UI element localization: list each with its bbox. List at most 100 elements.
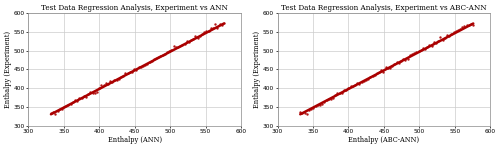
Point [139,65,147,68]
Point [152,57,160,59]
Point [353,82,361,84]
Point [176,45,184,47]
Point [467,23,475,25]
Point [130,67,138,70]
Point [360,80,368,82]
Point [54,110,62,112]
Point [187,39,195,41]
Point [95,87,103,90]
Point [430,41,438,43]
Point [432,42,440,44]
Point [332,94,340,96]
Point [207,27,215,29]
Point [182,40,190,42]
Point [119,75,127,78]
Point [60,106,68,108]
Point [117,76,125,78]
Point [303,113,311,115]
Point [460,25,468,27]
Point [122,72,130,74]
Point [424,46,432,48]
Point [338,92,346,94]
Point [307,108,315,110]
Point [80,95,88,98]
Point [154,56,162,59]
Point [351,84,359,86]
Point [329,97,337,99]
Point [78,96,86,99]
Point [194,37,202,39]
Point [56,108,64,110]
Point [327,98,335,101]
Point [110,79,118,81]
Point [452,30,460,32]
Point [458,25,466,28]
Point [102,82,110,85]
Point [342,89,350,91]
Point [470,23,478,26]
Point [211,23,219,25]
Point [202,30,210,32]
Point [370,73,378,76]
Point [312,105,320,107]
Point [443,33,451,36]
Point [196,34,204,37]
Point [66,103,74,105]
Point [395,62,403,64]
Point [408,53,416,55]
Point [180,43,188,45]
Point [298,112,306,115]
Point [104,83,112,85]
Point [58,108,66,110]
Title: Test Data Regression Analysis, Experiment vs ABC-ANN: Test Data Regression Analysis, Experimen… [281,4,486,12]
Point [71,99,79,101]
Point [170,45,177,48]
Point [320,101,328,103]
Point [165,49,173,52]
Point [364,78,372,80]
Point [438,38,446,41]
Point [136,66,144,68]
Point [382,66,390,69]
Point [336,92,344,95]
Point [98,84,106,86]
Point [69,101,77,103]
Point [150,58,158,60]
X-axis label: Enthalpy (ANN): Enthalpy (ANN) [108,136,162,144]
Point [428,45,436,48]
Point [88,92,96,95]
Point [47,112,55,114]
Point [62,105,70,107]
Point [144,63,152,65]
Point [445,35,453,38]
Point [300,111,308,114]
Point [358,81,366,83]
Point [49,111,57,114]
Point [209,27,217,29]
Point [322,98,330,101]
Point [412,51,420,53]
Point [146,61,154,63]
Point [76,97,84,99]
Point [214,26,222,29]
Point [390,63,398,65]
Point [397,59,405,62]
Point [462,24,470,26]
Point [190,38,198,40]
Point [388,64,396,67]
Point [100,84,108,86]
Point [220,22,228,24]
Point [392,61,400,63]
Point [108,81,116,83]
Point [434,40,442,42]
Point [148,60,156,62]
Point [362,78,370,81]
Point [324,97,332,100]
Point [218,24,226,26]
Point [349,85,357,87]
Point [161,53,169,56]
Point [106,80,114,82]
Point [386,67,394,69]
Title: Test Data Regression Analysis, Experiment vs ANN: Test Data Regression Analysis, Experimen… [41,4,228,12]
Point [410,51,418,54]
